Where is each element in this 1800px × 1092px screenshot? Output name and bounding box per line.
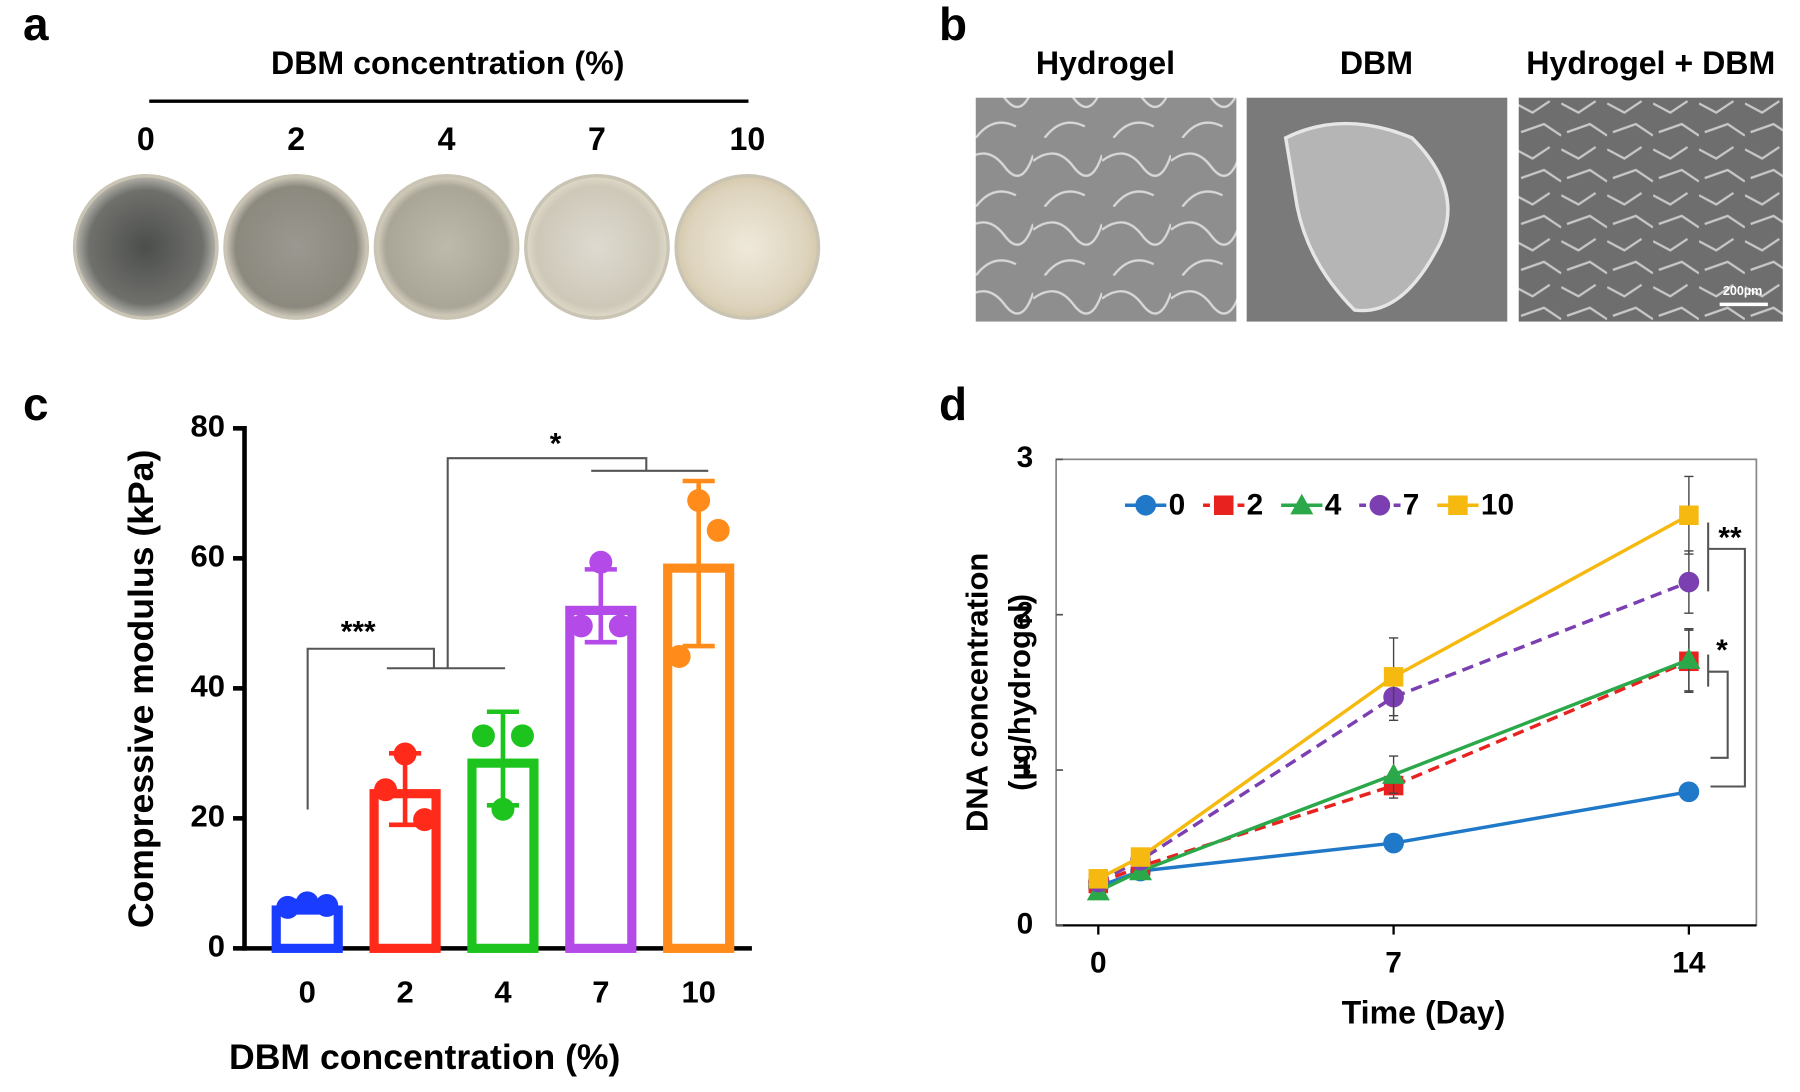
series-line (1097, 513, 1690, 881)
well-label: 2 (287, 121, 305, 157)
x-tick-label: 4 (494, 974, 512, 1009)
data-point (1678, 781, 1700, 803)
data-point (276, 895, 300, 919)
x-tick-label: 0 (299, 974, 316, 1009)
data-point (706, 518, 730, 542)
wells: 0 2 4 7 10 (72, 121, 821, 320)
legend-marker (1290, 493, 1314, 515)
y-tick-label: 40 (191, 669, 225, 704)
y-tick-label: 20 (191, 799, 225, 834)
data-point (1678, 571, 1700, 593)
well (674, 174, 821, 320)
x-tick-label: 7 (592, 974, 609, 1009)
series-line (1097, 658, 1690, 893)
data-point (569, 614, 593, 638)
sig-bracket (1707, 522, 1746, 788)
series-line (1097, 580, 1690, 884)
data-point (1679, 505, 1699, 526)
well (72, 174, 219, 320)
y-axis-title: DNA concentration (959, 553, 994, 832)
y-tick-label: 2 (1017, 597, 1034, 630)
data-point (315, 893, 339, 917)
data-point (374, 778, 398, 802)
y-axis-title: Compressive modulus (kPa) (121, 450, 161, 928)
data-point (413, 808, 437, 832)
scale-bar-label: 200µm (1723, 284, 1763, 298)
data-point (1677, 648, 1701, 669)
well (524, 174, 670, 320)
y-axis-title: (µg/hydrogel) (1002, 594, 1037, 791)
legend-label: 4 (1325, 488, 1342, 521)
data-point (295, 891, 319, 915)
plot-frame (1055, 458, 1758, 927)
well-label: 0 (137, 121, 155, 157)
x-tick-label: 7 (1385, 946, 1402, 979)
significance: * (550, 427, 562, 460)
y-tick-label: 60 (191, 539, 225, 574)
well (223, 174, 370, 320)
data-point (608, 614, 632, 638)
panel-label: d (939, 378, 967, 430)
significance: * (1716, 634, 1728, 667)
panel-label: a (23, 0, 49, 50)
data-point (471, 724, 495, 748)
sem-detail (1283, 121, 1450, 313)
data-point (393, 742, 417, 766)
bar (565, 605, 637, 953)
x-axis-title: DBM concentration (%) (229, 1037, 620, 1077)
y-tick-label: 1 (1017, 752, 1034, 785)
legend-marker (1448, 495, 1468, 516)
data-point (667, 645, 691, 668)
well (373, 174, 520, 320)
data-point (491, 797, 515, 821)
series-line (1097, 790, 1690, 889)
well-label: 7 (588, 121, 606, 157)
legend-marker (1135, 494, 1156, 516)
well-label: 10 (729, 121, 765, 157)
x-tick-label: 10 (681, 974, 715, 1009)
data-point (510, 724, 534, 748)
significance: ** (1718, 522, 1742, 555)
legend-marker (1213, 495, 1234, 516)
x-axis-title: Time (Day) (1342, 994, 1506, 1030)
series-line (1097, 659, 1690, 886)
panel-title: DBM concentration (%) (271, 45, 624, 81)
data-point (687, 489, 711, 512)
x-tick-label: 0 (1090, 946, 1107, 979)
x-tick-label: 2 (396, 974, 413, 1009)
sem-image (1518, 97, 1783, 322)
y-tick-label: 3 (1017, 441, 1034, 474)
image-title: DBM (1340, 45, 1413, 81)
data-point (1383, 832, 1404, 854)
legend-label: 7 (1403, 488, 1420, 521)
y-tick-label: 80 (191, 409, 225, 444)
data-point (1382, 763, 1406, 784)
data-point (1088, 869, 1109, 889)
legend-label: 2 (1247, 488, 1264, 521)
sem-image (975, 97, 1237, 322)
sig-bracket (446, 457, 709, 669)
panel-label: b (939, 0, 967, 50)
data-point (1130, 847, 1151, 867)
x-tick-label: 14 (1672, 946, 1706, 979)
image-title: Hydrogel (1036, 45, 1175, 81)
legend-label: 10 (1481, 488, 1514, 521)
y-tick-label: 0 (208, 929, 225, 964)
legend-label: 0 (1169, 488, 1186, 521)
data-point (1383, 667, 1404, 687)
image-title: Hydrogel + DBM (1526, 45, 1775, 81)
data-point (589, 550, 613, 574)
significance: *** (341, 616, 376, 649)
legend-marker (1369, 494, 1391, 516)
y-tick-label: 0 (1017, 907, 1034, 940)
well-label: 4 (438, 121, 456, 157)
sig-bracket (306, 647, 506, 810)
panel-label: c (23, 378, 49, 430)
sig-bracket (1707, 654, 1729, 759)
